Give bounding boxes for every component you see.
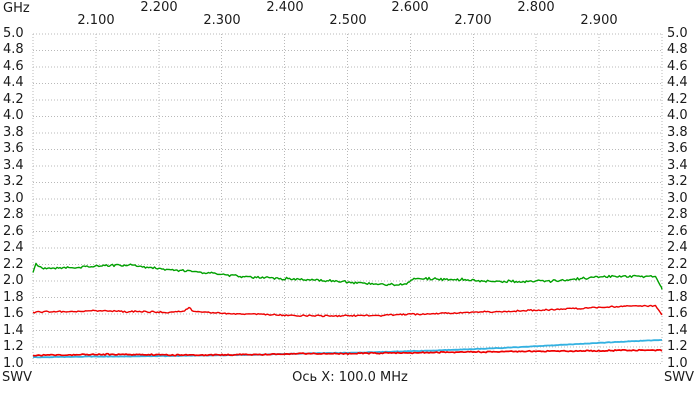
- y-tick-label-right: 2.4: [667, 240, 688, 255]
- y-tick-label-right: 1.4: [667, 323, 688, 338]
- y-tick-label-right: 4.8: [667, 42, 688, 57]
- y-tick-label-left: 4.4: [3, 75, 24, 90]
- y-tick-label-left: 1.2: [3, 339, 24, 354]
- grid-lines: [32, 33, 663, 364]
- x-axis-scale-note: Ось X: 100.0 MHz: [292, 370, 408, 385]
- x-tick-label: 2.300: [203, 13, 241, 28]
- y-tick-label-right: 4.4: [667, 75, 688, 90]
- trace-red-lower: [32, 348, 663, 357]
- y-tick-label-right: 4.6: [667, 59, 688, 74]
- y-tick-label-right: 3.2: [667, 174, 688, 189]
- x-tick-label: 2.200: [140, 0, 178, 15]
- y-tick-label-left: 2.6: [3, 224, 24, 239]
- x-tick-label: 2.800: [517, 0, 555, 15]
- y-tick-label-right: 2.6: [667, 224, 688, 239]
- trace-green: [32, 262, 663, 290]
- y-tick-label-left: 2.2: [3, 257, 24, 272]
- y-tick-label-right: 2.2: [667, 257, 688, 272]
- y-tick-label-right: 2.0: [667, 273, 688, 288]
- x-tick-label: 2.400: [266, 0, 304, 15]
- y-tick-label-left: 1.0: [3, 356, 24, 371]
- y-tick-label-right: 1.2: [667, 339, 688, 354]
- y-tick-label-left: 1.8: [3, 290, 24, 305]
- y-tick-label-right: 1.0: [667, 356, 688, 371]
- y-tick-label-left: 2.8: [3, 207, 24, 222]
- x-axis-unit-label: GHz: [3, 1, 30, 16]
- y-tick-label-left: 2.4: [3, 240, 24, 255]
- y-axis-name-right: SWV: [664, 370, 694, 385]
- x-tick-label: 2.700: [454, 13, 492, 28]
- y-tick-label-left: 3.4: [3, 158, 24, 173]
- y-tick-label-left: 3.2: [3, 174, 24, 189]
- trace-cyan: [32, 339, 663, 359]
- y-axis-name-left: SWV: [2, 370, 32, 385]
- y-tick-label-left: 4.6: [3, 59, 24, 74]
- y-tick-label-right: 1.8: [667, 290, 688, 305]
- y-tick-label-right: 2.8: [667, 207, 688, 222]
- y-tick-label-left: 1.6: [3, 306, 24, 321]
- y-tick-label-right: 1.6: [667, 306, 688, 321]
- y-tick-label-right: 3.4: [667, 158, 688, 173]
- y-tick-label-left: 2.0: [3, 273, 24, 288]
- y-tick-label-right: 3.6: [667, 141, 688, 156]
- y-tick-label-left: 3.0: [3, 191, 24, 206]
- x-tick-label: 2.600: [391, 0, 429, 15]
- x-tick-label: 2.500: [329, 13, 367, 28]
- x-tick-label: 2.100: [77, 13, 115, 28]
- y-tick-label-right: 5.0: [667, 26, 688, 41]
- y-tick-label-right: 3.0: [667, 191, 688, 206]
- y-tick-label-left: 4.8: [3, 42, 24, 57]
- y-tick-label-left: 1.4: [3, 323, 24, 338]
- y-tick-label-left: 3.8: [3, 125, 24, 140]
- x-tick-label: 2.900: [580, 13, 618, 28]
- y-tick-label-right: 4.0: [667, 108, 688, 123]
- y-tick-label-right: 3.8: [667, 125, 688, 140]
- y-tick-label-left: 3.6: [3, 141, 24, 156]
- y-tick-label-left: 4.2: [3, 92, 24, 107]
- y-tick-label-left: 4.0: [3, 108, 24, 123]
- y-tick-label-left: 5.0: [3, 26, 24, 41]
- trace-red-upper: [32, 304, 663, 318]
- y-tick-label-right: 4.2: [667, 92, 688, 107]
